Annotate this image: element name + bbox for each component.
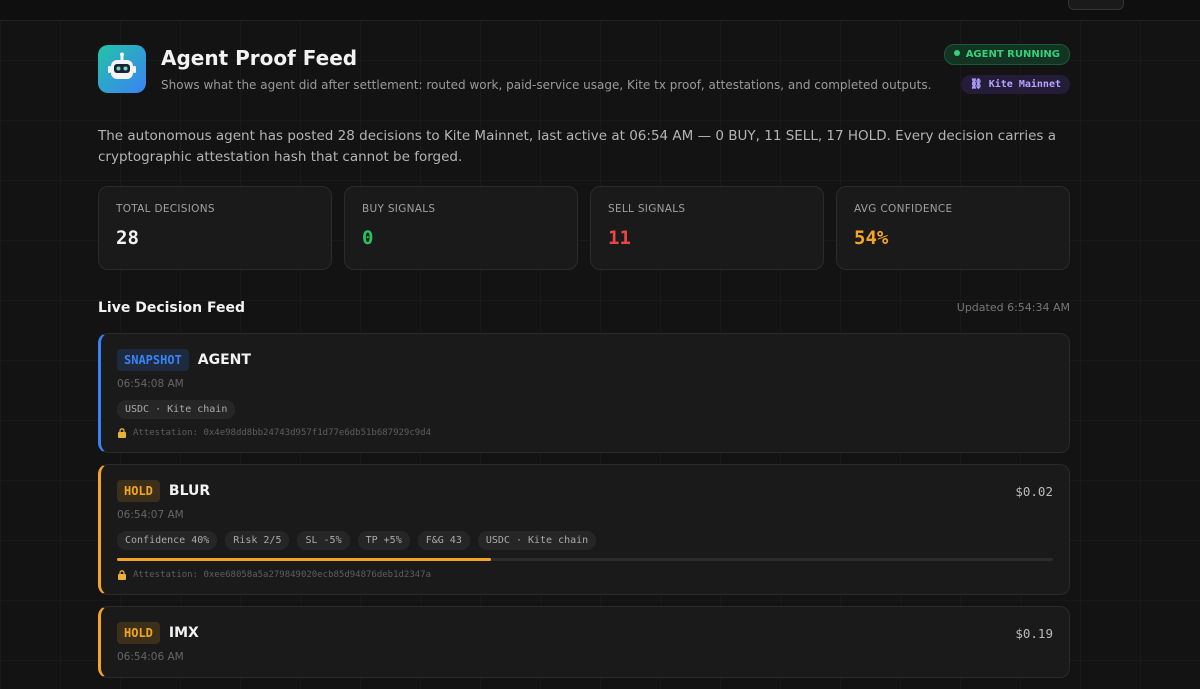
- lock-icon: [118, 428, 126, 438]
- stat-card: SELL SIGNALS 11: [590, 186, 824, 270]
- lock-icon: [118, 570, 126, 580]
- stat-label: AVG CONFIDENCE: [854, 203, 953, 215]
- card-header: SNAPSHOT AGENT: [117, 348, 1053, 372]
- confidence-bar: [117, 558, 1053, 561]
- asset-name: BLUR: [168, 483, 211, 499]
- stat-label: SELL SIGNALS: [608, 203, 686, 215]
- action-badge: SNAPSHOT: [117, 349, 189, 371]
- price: $0.02: [1015, 483, 1053, 499]
- timestamp: 06:54:07 AM: [117, 509, 184, 521]
- decision-card[interactable]: HOLD IMX $0.19 06:54:06 AM: [98, 606, 1070, 678]
- confidence-fill: [117, 558, 492, 561]
- card-header: HOLD BLUR $0.02: [117, 479, 1053, 503]
- attestation-row: Attestation: 0x4e98dd8bb24743d957f1d77e6…: [117, 428, 1053, 438]
- asset-name: AGENT: [197, 352, 251, 368]
- agent-icon: [98, 45, 146, 93]
- info-chip: TP +5%: [357, 531, 410, 550]
- action-badge: HOLD: [117, 480, 160, 502]
- timestamp: 06:54:06 AM: [117, 651, 184, 663]
- info-chip: F&G 43: [417, 531, 470, 550]
- stat-card: BUY SIGNALS 0: [344, 186, 578, 270]
- info-chip: Risk 2/5: [225, 531, 290, 550]
- chip-row: Confidence 40% Risk 2/5 SL -5% TP +5% F&G 43…: [117, 531, 1053, 550]
- stat-value: 0: [362, 227, 374, 249]
- info-chip: USDC · Kite chain: [117, 400, 236, 419]
- stat-label: TOTAL DECISIONS: [116, 203, 215, 215]
- confidence-chip: Confidence 40%: [117, 531, 218, 550]
- status-badge: AGENT RUNNING: [943, 44, 1070, 65]
- stat-value: 28: [116, 227, 139, 249]
- decision-card[interactable]: SNAPSHOT AGENT 06:54:08 AM USDC · Kite chai…: [98, 333, 1070, 453]
- asset-name: IMX: [168, 625, 199, 641]
- feed-title: Live Decision Feed: [98, 300, 246, 316]
- robot-glyph: [108, 52, 136, 79]
- stat-label: BUY SIGNALS: [362, 203, 436, 215]
- updated-time: Updated 6:54:34 AM: [956, 301, 1070, 314]
- decision-feed: SNAPSHOT AGENT 06:54:08 AM USDC · Kite chai…: [98, 333, 1070, 689]
- decision-card[interactable]: HOLD BLUR $0.02 06:54:07 AM Confidence 40% Ri…: [98, 464, 1070, 595]
- attestation-hash: Attestation: 0x4e98dd8bb24743d957f1d77e6…: [133, 428, 432, 438]
- page-title: Agent Proof Feed: [161, 46, 358, 70]
- price: $0.19: [1015, 625, 1053, 641]
- attestation-row: Attestation: 0xee68058a5a279849020ecb85d…: [117, 570, 1053, 580]
- stat-card: AVG CONFIDENCE 54%: [836, 186, 1070, 270]
- chip-row: USDC · Kite chain: [117, 400, 1053, 419]
- attestation-hash: Attestation: 0xee68058a5a279849020ecb85d…: [133, 570, 432, 580]
- info-chip: USDC · Kite chain: [477, 531, 597, 550]
- stat-value: 11: [608, 227, 631, 249]
- stat-card: TOTAL DECISIONS 28: [98, 186, 332, 270]
- summary: The autonomous agent has posted 28 decis…: [98, 128, 1056, 165]
- stats-row: TOTAL DECISIONS 28 BUY SIGNALS 0 SELL SIGNAL…: [98, 186, 1070, 270]
- info-chip: SL -5%: [297, 531, 350, 550]
- network-badge: ⛓ Kite Mainnet: [961, 75, 1070, 94]
- timestamp: 06:54:08 AM: [117, 378, 184, 390]
- top-button[interactable]: [1068, 0, 1124, 10]
- top-bar: [0, 0, 1200, 21]
- page-subtitle: Shows what the agent did after settlemen…: [161, 78, 932, 92]
- action-badge: HOLD: [117, 622, 160, 644]
- stat-value: 54%: [854, 227, 889, 249]
- card-header: HOLD IMX $0.19: [117, 621, 1053, 645]
